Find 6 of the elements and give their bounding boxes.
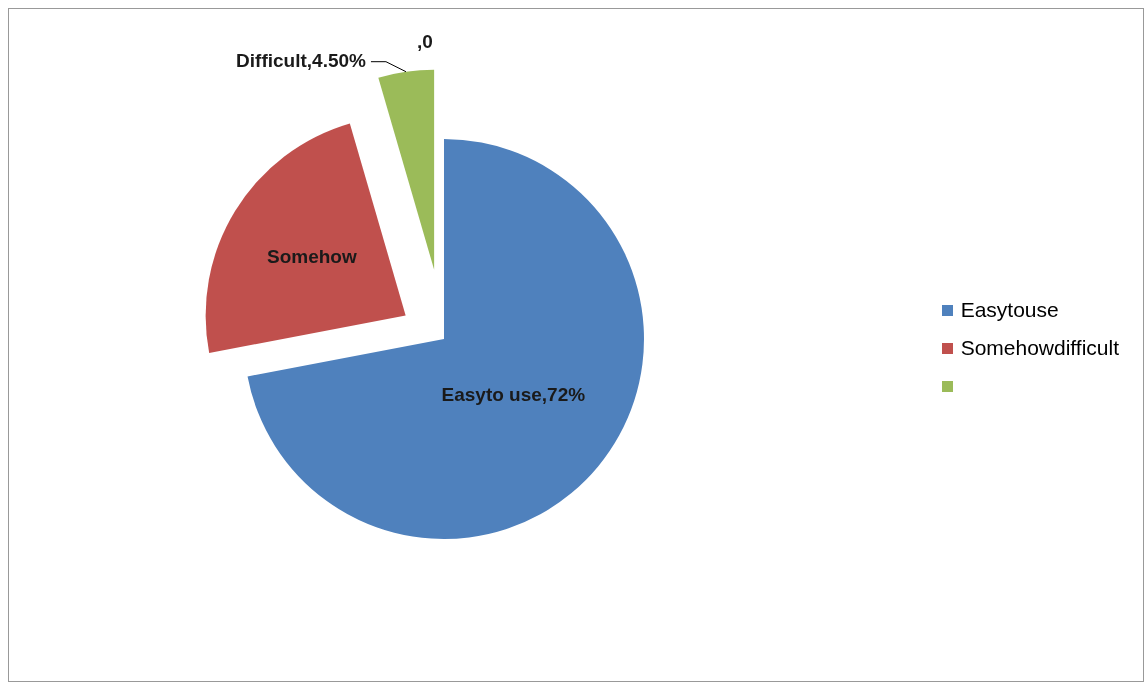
- legend-label: Somehowdifficult: [960, 336, 1119, 360]
- legend-label: Easytouse: [960, 298, 1059, 322]
- data-label: Easyto use,72%: [441, 384, 586, 406]
- data-label: Difficult,4.50%: [236, 49, 367, 71]
- text: ,0: [417, 31, 433, 53]
- data-label: Somehow: [266, 246, 357, 268]
